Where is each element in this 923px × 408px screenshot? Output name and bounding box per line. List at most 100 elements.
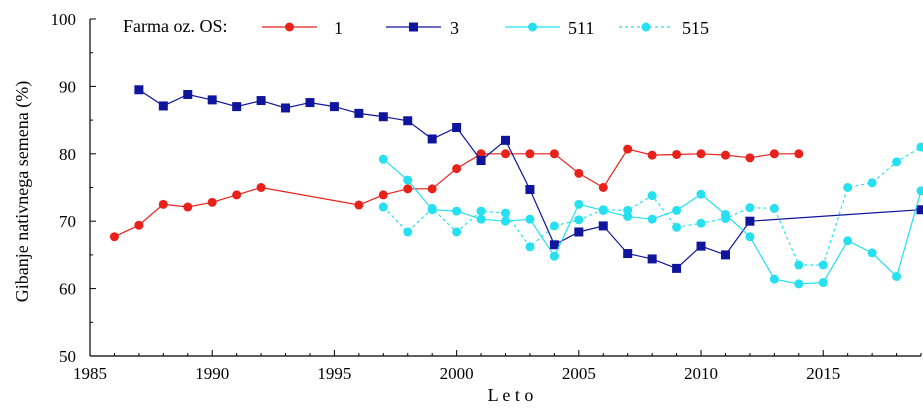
data-point-515	[476, 206, 486, 216]
data-point-515	[623, 205, 633, 215]
data-point-1	[354, 200, 364, 210]
legend-label-515: 515	[682, 18, 709, 38]
x-tick-label: 2000	[440, 364, 474, 383]
data-point-3	[623, 249, 633, 259]
data-point-511	[403, 175, 413, 185]
series-515	[378, 142, 923, 270]
data-point-1	[720, 150, 730, 160]
data-point-511	[647, 214, 657, 224]
data-point-515	[818, 260, 828, 270]
data-point-1	[207, 197, 217, 207]
data-point-1	[696, 149, 706, 159]
data-point-1	[672, 149, 682, 159]
data-point-511	[696, 189, 706, 199]
data-point-511	[745, 232, 755, 242]
data-point-515	[598, 205, 608, 215]
x-tick-label: 2015	[806, 364, 840, 383]
x-tick-label: 2010	[684, 364, 718, 383]
y-tick-label: 90	[59, 77, 76, 96]
data-point-515	[720, 214, 730, 224]
data-point-515	[574, 215, 584, 225]
data-point-1	[549, 149, 559, 159]
data-point-3	[647, 254, 657, 264]
data-point-511	[916, 186, 923, 196]
axes-layer: 50 60 70 80 90 100 1985 1990 1995 2000 2005 2010 201…	[12, 10, 922, 405]
data-point-515	[867, 178, 877, 188]
data-point-511	[549, 251, 559, 261]
data-point-3	[916, 205, 923, 215]
legend-marker-511	[528, 22, 537, 32]
legend-label-1: 1	[334, 18, 343, 38]
data-point-515	[672, 222, 682, 232]
data-point-3	[305, 98, 315, 108]
data-point-3	[427, 134, 437, 144]
data-point-515	[378, 202, 388, 212]
data-point-1	[623, 144, 633, 154]
data-point-1	[109, 232, 119, 242]
data-point-515	[647, 191, 657, 201]
data-point-511	[892, 271, 902, 281]
data-point-3	[256, 96, 266, 106]
data-point-1	[183, 202, 193, 212]
data-point-3	[549, 240, 559, 250]
data-point-511	[867, 248, 877, 258]
data-point-515	[696, 218, 706, 228]
data-point-515	[427, 203, 437, 213]
data-point-515	[916, 142, 923, 152]
y-tick-label: 80	[59, 145, 76, 164]
data-point-515	[403, 227, 413, 237]
data-point-515	[769, 203, 779, 213]
data-point-515	[892, 157, 902, 167]
series-layer	[109, 85, 923, 289]
data-point-1	[745, 153, 755, 163]
x-tick-label: 1995	[317, 364, 351, 383]
data-point-3	[158, 101, 168, 111]
data-point-3	[329, 102, 339, 112]
data-point-3	[525, 185, 535, 195]
data-point-1	[598, 183, 608, 192]
data-point-515	[843, 183, 853, 192]
series-1	[109, 144, 804, 242]
series-511	[378, 154, 923, 289]
data-point-515	[452, 227, 462, 237]
data-point-3	[720, 250, 730, 260]
data-point-511	[672, 205, 682, 215]
legend: Farma oz. OS: 1 3 511 515	[123, 16, 709, 38]
data-point-511	[574, 199, 584, 209]
legend-label-511: 511	[568, 18, 594, 38]
legend-marker-3	[409, 22, 418, 32]
data-point-3	[403, 116, 413, 126]
data-point-3	[207, 95, 217, 105]
data-point-1	[574, 168, 584, 178]
x-tick-label: 1985	[73, 364, 107, 383]
data-point-515	[794, 260, 804, 270]
data-point-1	[427, 184, 437, 194]
data-point-3	[183, 89, 193, 99]
data-point-1	[794, 149, 804, 159]
y-tick-label: 60	[59, 280, 76, 299]
legend-marker-515	[641, 22, 651, 32]
data-point-511	[501, 216, 510, 226]
x-axis-label: L e t o	[488, 385, 534, 405]
data-point-3	[354, 108, 364, 118]
data-point-511	[476, 214, 486, 224]
data-point-3	[452, 123, 462, 133]
data-point-1	[256, 183, 266, 192]
data-point-3	[598, 221, 608, 231]
data-point-1	[134, 220, 144, 230]
series-3	[134, 85, 923, 273]
data-point-3	[672, 263, 682, 273]
y-tick-label: 50	[59, 347, 76, 366]
legend-title: Farma oz. OS:	[123, 16, 227, 36]
y-axis-label: Gibanje nativnega semena (%)	[12, 81, 33, 302]
data-point-515	[745, 203, 755, 213]
data-point-3	[501, 135, 510, 145]
data-point-3	[378, 112, 388, 122]
x-tick-label: 2005	[562, 364, 596, 383]
data-point-3	[696, 241, 706, 251]
data-point-1	[158, 199, 168, 209]
x-tick-label: 1990	[195, 364, 229, 383]
legend-label-3: 3	[450, 18, 459, 38]
